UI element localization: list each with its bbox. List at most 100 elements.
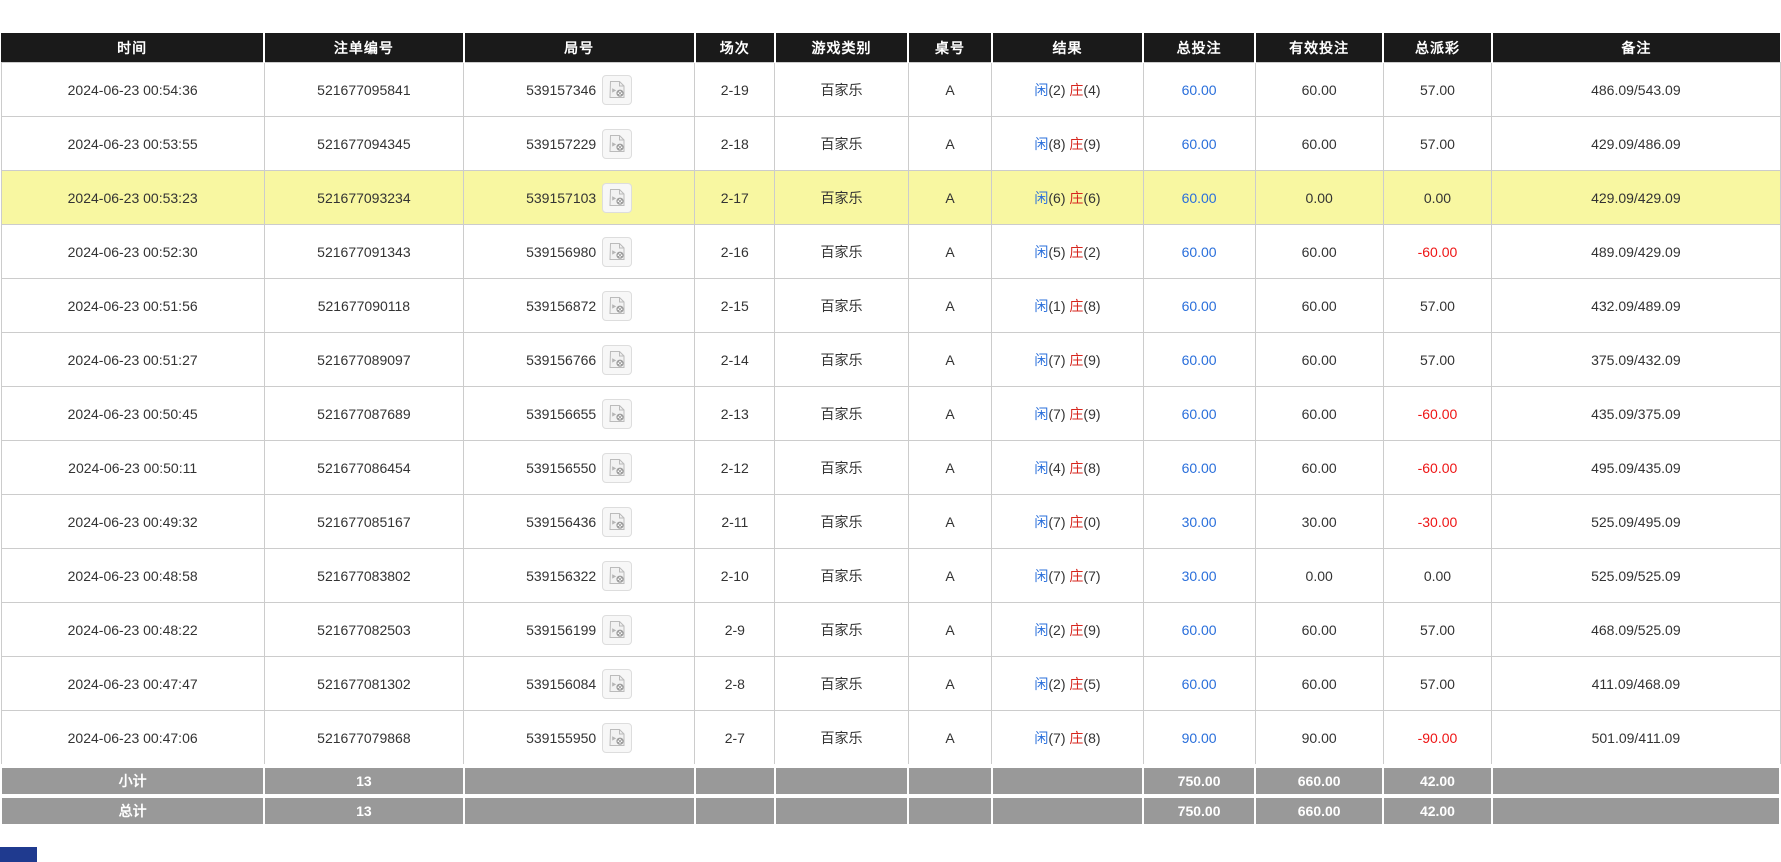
- round-no: 539156655: [526, 405, 597, 422]
- table-row: 2024-06-23 00:50:11 521677086454 539156550…: [0, 440, 1781, 495]
- game-type-cell: 百家乐: [774, 710, 909, 767]
- total-bet-cell: 60.00: [1142, 386, 1256, 441]
- banker-result-label: 庄: [1069, 567, 1084, 584]
- remark-cell: 432.09/489.09: [1491, 278, 1781, 333]
- order-no-cell: 521677089097: [263, 332, 465, 387]
- player-result-label: 闲: [1034, 405, 1049, 422]
- video-replay-button[interactable]: [602, 182, 633, 213]
- column-header-remark: 备注: [1491, 33, 1780, 63]
- game-type-cell: 百家乐: [774, 440, 909, 495]
- column-header-valid-bet: 有效投注: [1255, 33, 1385, 63]
- column-header-round-no: 局号: [463, 33, 696, 63]
- video-replay-button[interactable]: [602, 74, 633, 105]
- video-replay-icon: [609, 351, 625, 368]
- round-no-cell: 539156322: [463, 548, 696, 603]
- time-cell: 2024-06-23 00:50:45: [0, 386, 265, 441]
- footer-bar-fragment: [0, 847, 37, 862]
- game-type-cell: 百家乐: [774, 656, 909, 711]
- table-row: 2024-06-23 00:53:55 521677094345 539157229…: [0, 116, 1781, 171]
- column-header-payout: 总派彩: [1383, 33, 1493, 63]
- valid-bet-cell: 30.00: [1254, 494, 1384, 549]
- valid-bet-cell: 60.00: [1254, 332, 1384, 387]
- video-replay-button[interactable]: [602, 290, 633, 321]
- round-no: 539156550: [526, 459, 597, 476]
- remark-cell: 429.09/486.09: [1491, 116, 1781, 171]
- table-body: 2024-06-23 00:54:36 521677095841 539157346…: [0, 62, 1781, 767]
- remark-cell: 411.09/468.09: [1491, 656, 1781, 711]
- game-type-cell: 百家乐: [774, 548, 909, 603]
- remark-cell: 501.09/411.09: [1491, 710, 1781, 767]
- video-replay-icon: [609, 81, 625, 98]
- player-result-label: 闲: [1034, 675, 1049, 692]
- remark-cell: 429.09/429.09: [1491, 170, 1781, 225]
- video-replay-button[interactable]: [602, 614, 633, 645]
- total-bet-cell: 90.00: [1142, 710, 1256, 767]
- session-cell: 2-15: [694, 278, 776, 333]
- banker-result-label: 庄: [1069, 189, 1084, 206]
- payout-cell: 57.00: [1382, 656, 1493, 711]
- video-replay-button[interactable]: [602, 128, 633, 159]
- video-replay-button[interactable]: [602, 722, 633, 753]
- session-cell: 2-10: [694, 548, 776, 603]
- time-cell: 2024-06-23 00:50:11: [0, 440, 265, 495]
- player-result-label: 闲: [1034, 729, 1049, 746]
- video-replay-button[interactable]: [602, 452, 633, 483]
- total-bet-cell: 30.00: [1142, 548, 1256, 603]
- time-cell: 2024-06-23 00:53:55: [0, 116, 265, 171]
- video-replay-icon: [609, 729, 625, 746]
- player-result-score: (4): [1048, 459, 1066, 476]
- banker-result-score: (8): [1083, 459, 1101, 476]
- time-cell: 2024-06-23 00:47:06: [0, 710, 265, 767]
- valid-bet-cell: 60.00: [1254, 386, 1384, 441]
- video-replay-button[interactable]: [602, 398, 633, 429]
- order-no-cell: 521677087689: [263, 386, 465, 441]
- game-type-cell: 百家乐: [774, 332, 909, 387]
- video-replay-icon: [609, 621, 625, 638]
- video-replay-button[interactable]: [602, 344, 633, 375]
- remark-cell: 375.09/432.09: [1491, 332, 1781, 387]
- banker-result-score: (2): [1083, 243, 1101, 260]
- round-no-cell: 539157103: [463, 170, 696, 225]
- time-cell: 2024-06-23 00:54:36: [0, 62, 265, 117]
- player-result-score: (2): [1048, 675, 1066, 692]
- table-no-cell: A: [907, 548, 993, 603]
- video-replay-icon: [609, 243, 625, 260]
- video-replay-button[interactable]: [602, 236, 633, 267]
- video-replay-button[interactable]: [602, 668, 633, 699]
- game-type-cell: 百家乐: [774, 278, 909, 333]
- payout-cell: 57.00: [1382, 602, 1493, 657]
- valid-bet-cell: 60.00: [1254, 278, 1384, 333]
- banker-result-label: 庄: [1069, 405, 1084, 422]
- valid-bet-cell: 60.00: [1254, 440, 1384, 495]
- round-no: 539156980: [526, 243, 597, 260]
- player-result-score: (2): [1048, 621, 1066, 638]
- banker-result-score: (9): [1083, 351, 1101, 368]
- session-cell: 2-7: [694, 710, 776, 767]
- round-no-cell: 539156550: [463, 440, 696, 495]
- payout-cell: -60.00: [1382, 224, 1493, 279]
- round-no: 539156084: [526, 675, 597, 692]
- column-header-table-no: 桌号: [908, 33, 993, 63]
- player-result-score: (8): [1048, 135, 1066, 152]
- result-cell: 闲(7) 庄(7): [991, 548, 1144, 603]
- session-cell: 2-11: [694, 494, 776, 549]
- order-no-cell: 521677085167: [263, 494, 465, 549]
- banker-result-score: (7): [1083, 567, 1101, 584]
- video-replay-button[interactable]: [602, 560, 633, 591]
- player-result-score: (1): [1048, 297, 1066, 314]
- round-no: 539156436: [526, 513, 597, 530]
- total-label: 总计: [0, 794, 266, 826]
- player-result-label: 闲: [1034, 81, 1049, 98]
- table-header-row: 时间 注单编号 局号 场次 游戏类别 桌号 结果 总投注 有效投注 总派彩 备注: [1, 33, 1780, 63]
- table-row: 2024-06-23 00:54:36 521677095841 539157346…: [0, 62, 1781, 117]
- round-no: 539156872: [526, 297, 597, 314]
- banker-result-score: (9): [1083, 621, 1101, 638]
- time-cell: 2024-06-23 00:53:23: [0, 170, 265, 225]
- table-no-cell: A: [907, 386, 993, 441]
- subtotal-count: 13: [263, 764, 465, 797]
- video-replay-button[interactable]: [602, 506, 633, 537]
- valid-bet-cell: 60.00: [1254, 224, 1384, 279]
- payout-cell: -90.00: [1382, 710, 1493, 767]
- banker-result-label: 庄: [1069, 729, 1084, 746]
- payout-cell: 57.00: [1382, 62, 1493, 117]
